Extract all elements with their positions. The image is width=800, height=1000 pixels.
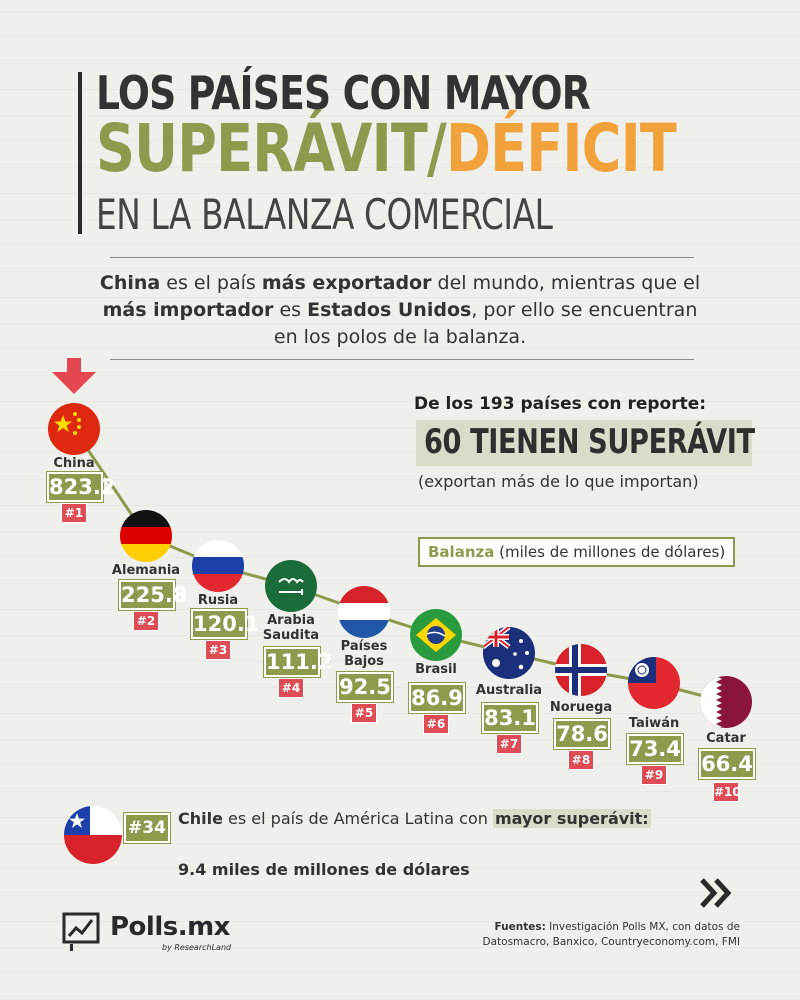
- country-name-line: Brasil: [415, 662, 457, 677]
- title-separator: /: [427, 110, 447, 187]
- flag-qatar-icon: [700, 676, 752, 728]
- country-name-line: Bajos: [344, 654, 384, 669]
- intro-exportador: más exportador: [261, 272, 432, 294]
- flag-china-icon: [48, 403, 100, 455]
- title-line-1: LOS PAÍSES CON MAYOR: [96, 66, 591, 120]
- country-name: Catar: [676, 731, 776, 746]
- country-name: Rusia: [168, 593, 268, 608]
- flag-brazil-icon: [410, 609, 462, 661]
- country-name: Australia: [459, 683, 559, 698]
- polls-logo-sub: by ResearchLand: [162, 943, 232, 952]
- country-name-line: Saudita: [262, 628, 320, 643]
- country-name: Arabia Saudita: [241, 613, 341, 643]
- country-name-line: Catar: [706, 731, 746, 746]
- country-name: Taiwán: [604, 716, 704, 731]
- rank-badge: #8: [568, 750, 594, 770]
- country-name-line: Australia: [475, 683, 543, 698]
- title-line-2: SUPERÁVIT/DÉFICIT: [96, 110, 677, 187]
- flag-norway-icon: [555, 644, 607, 696]
- intro-text-1: es el país: [160, 272, 262, 294]
- rank-badge: #7: [496, 734, 522, 754]
- flag-germany-icon: [120, 510, 172, 562]
- value-label: 111.2: [264, 647, 332, 677]
- superavit-note: (exportan más de lo que importan): [418, 472, 699, 491]
- flag-taiwan-icon: [628, 657, 680, 709]
- flag-russia-icon: [192, 540, 244, 592]
- report-count-text: De los 193 países con reporte:: [414, 394, 707, 414]
- intro-text-3: es: [273, 299, 308, 321]
- flag-netherlands-icon: [338, 586, 390, 638]
- polls-chart-icon: [62, 912, 100, 951]
- legend-balanza-unit: (miles de millones de dólares): [494, 543, 726, 561]
- intro-text-2: del mundo, mientras que el: [431, 272, 701, 294]
- value-label: 86.9: [409, 683, 465, 713]
- rank-badge: #2: [133, 611, 159, 631]
- country-name-line: Alemania: [111, 563, 181, 578]
- flag-chile-icon: [64, 806, 122, 864]
- value-label: 225.8: [119, 580, 187, 610]
- country-name-line: Países: [340, 639, 388, 654]
- value-label: 120.1: [191, 609, 259, 639]
- intro-importador: más importador: [102, 299, 274, 321]
- rank-badge: #10: [713, 782, 741, 802]
- intro-usa: Estados Unidos: [307, 299, 472, 321]
- flag-australia-icon: [483, 627, 535, 679]
- title-accent-bar: [78, 72, 82, 234]
- legend-balanza: Balanza (miles de millones de dólares): [418, 537, 736, 567]
- chile-text: es el país de América Latina con: [222, 809, 493, 828]
- flag-saudi-arabia-icon: [265, 560, 317, 612]
- value-label: 78.6: [554, 719, 610, 749]
- intro-china: China: [99, 272, 161, 294]
- intro-paragraph: China es el país más exportador del mund…: [95, 270, 705, 351]
- value-label: 73.4: [627, 734, 683, 764]
- divider-bottom: [110, 359, 694, 360]
- country-name: Alemania: [96, 563, 196, 578]
- chile-rank-badge: #34: [124, 813, 170, 843]
- double-chevron-right-icon[interactable]: [700, 878, 734, 908]
- country-name-line: Arabia: [267, 613, 315, 628]
- chile-description: Chile es el país de América Latina con m…: [178, 808, 651, 829]
- chile-highlight: mayor superávit:: [492, 809, 651, 828]
- country-name-line: Taiwán: [628, 716, 680, 731]
- rank-badge: #1: [61, 503, 87, 523]
- polls-logo-text: Polls.mx: [110, 912, 230, 942]
- value-label: 66.4: [699, 749, 755, 779]
- intro-text-4: , por ello se encuentran en los polos de…: [273, 299, 698, 348]
- country-name-line: China: [53, 456, 95, 471]
- chile-name: Chile: [178, 809, 223, 828]
- rank-badge: #5: [351, 703, 377, 723]
- value-label: 83.1: [482, 703, 538, 733]
- superavit-headline: 60 TIENEN SUPERÁVIT: [424, 422, 755, 462]
- country-name: China: [24, 456, 124, 471]
- rank-badge: #9: [641, 765, 667, 785]
- divider-top: [110, 257, 694, 258]
- title-deficit: DÉFICIT: [445, 110, 677, 187]
- title-superavit: SUPERÁVIT: [96, 110, 428, 187]
- country-name-line: Rusia: [197, 593, 239, 608]
- country-name: Noruega: [531, 700, 631, 715]
- superavit-headline-box: 60 TIENEN SUPERÁVIT: [416, 420, 755, 466]
- sources-label: Fuentes:: [494, 921, 546, 933]
- country-name: Brasil: [386, 662, 486, 677]
- country-name: Países Bajos: [314, 639, 414, 669]
- country-name-line: Noruega: [549, 700, 613, 715]
- sources-note: Fuentes: Investigación Polls MX, con dat…: [470, 920, 740, 950]
- chile-amount: 9.4 miles de millones de dólares: [178, 860, 470, 879]
- legend-balanza-bold: Balanza: [428, 543, 495, 561]
- title-line-3: EN LA BALANZA COMERCIAL: [96, 190, 553, 239]
- down-arrow-icon: [52, 358, 96, 394]
- rank-badge: #4: [278, 678, 304, 698]
- value-label: 823.2: [47, 472, 115, 502]
- sources-text: Investigación Polls MX, con datos de Dat…: [482, 921, 740, 948]
- value-label: 92.5: [337, 672, 393, 702]
- rank-badge: #3: [205, 640, 231, 660]
- rank-badge: #6: [423, 714, 449, 734]
